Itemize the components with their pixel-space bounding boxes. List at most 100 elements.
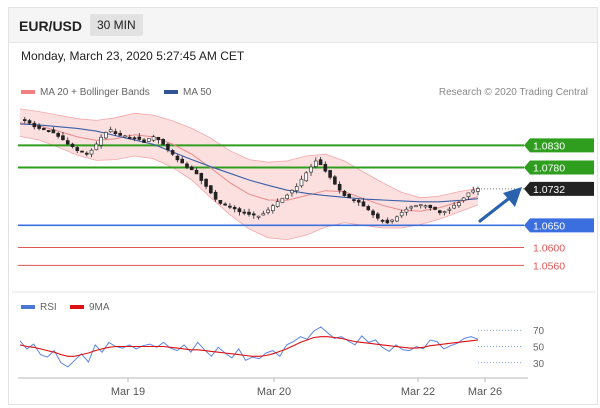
candle-body [390, 219, 394, 222]
candle-body [132, 137, 137, 140]
candle-body [256, 215, 261, 218]
candle-body [404, 208, 409, 213]
candle-body [65, 140, 70, 145]
legend-ma20: MA 20 + Bollinger Bands [40, 87, 150, 98]
candle-body [280, 197, 285, 203]
price-label-box [524, 160, 594, 175]
candle-body [333, 176, 337, 185]
candle-body [89, 149, 94, 155]
candle-body [232, 206, 237, 210]
candle-body [285, 194, 289, 199]
candle-body [194, 169, 199, 175]
candlesticks [22, 116, 480, 224]
candle-body [442, 211, 447, 214]
candle-body [476, 188, 480, 192]
timeframe-badge[interactable]: 30 MIN [90, 14, 143, 36]
rsi-tick-label: 30 [533, 359, 545, 370]
bollinger-upper [19, 108, 479, 199]
candle-body [342, 190, 347, 196]
price-label-box [524, 181, 594, 196]
candle-body [385, 219, 390, 224]
legend-swatch-ma50 [164, 90, 178, 94]
candle-body [337, 183, 342, 191]
price-label-text: 1.0732 [533, 184, 565, 196]
candle-body [423, 205, 428, 208]
bollinger-fill [20, 108, 478, 240]
price-legend: MA 20 + Bollinger Bands MA 50 Research ©… [21, 87, 588, 98]
candle-body [228, 205, 232, 208]
candle-body [123, 135, 127, 138]
candle-body [452, 204, 456, 209]
legend-ma50: MA 50 [183, 87, 212, 98]
candle-body [261, 213, 266, 216]
candle-body [237, 208, 242, 213]
candle-body [56, 132, 60, 137]
candle-body [80, 150, 84, 153]
rsi-9ma-line [19, 336, 479, 357]
candle-body [371, 210, 375, 216]
legend-swatch-9ma [70, 305, 84, 309]
candle-body [137, 136, 142, 140]
rsi-tick-label: 50 [533, 343, 545, 354]
candle-body [189, 166, 194, 171]
price-label-text: 1.0830 [533, 140, 565, 152]
candle-body [304, 172, 309, 182]
candle-body [142, 139, 146, 143]
rsi-panel: 70 50 30 [19, 326, 545, 370]
candle-body [61, 135, 65, 141]
candle-body [428, 204, 433, 209]
candle-body [466, 192, 471, 198]
candle-body [242, 211, 247, 214]
legend-swatch-ma20 [21, 90, 35, 94]
price-label-text: 1.0560 [533, 260, 565, 272]
candle-body [218, 200, 223, 204]
source-credit: Research © 2020 Trading Central [439, 87, 588, 98]
candle-body [223, 203, 227, 206]
candle-body [51, 129, 56, 134]
candle-body [447, 208, 452, 211]
candle-body [438, 210, 442, 214]
trend-arrow [478, 187, 522, 223]
timestamp: Monday, March 23, 2020 5:27:45 AM CET [21, 49, 245, 63]
candle-body [471, 189, 476, 193]
candle-body [294, 186, 299, 191]
candle-body [399, 212, 404, 217]
candle-body [323, 163, 328, 172]
candle-body [433, 206, 437, 210]
candle-body [414, 205, 418, 208]
price-label-box [524, 138, 594, 153]
legend-swatch-rsi [21, 305, 35, 309]
candle-body [395, 216, 399, 222]
price-label-text: 1.0600 [533, 243, 565, 255]
candle-body [275, 201, 280, 207]
candle-body [22, 119, 27, 122]
rsi-tick-label: 70 [533, 326, 545, 337]
candle-body [376, 213, 380, 219]
candle-body [266, 209, 270, 213]
candle-body [457, 202, 461, 207]
candle-body [209, 185, 213, 194]
arrow-head [503, 187, 522, 207]
bollinger-lower [19, 136, 479, 241]
widget-header: EUR/USD 30 MIN [9, 8, 597, 43]
x-tick-label: Mar 26 [468, 386, 502, 398]
candle-body [75, 147, 80, 151]
candle-body [204, 178, 208, 187]
candle-body [352, 199, 356, 202]
bollinger-bands [19, 108, 479, 241]
price-label-box [524, 218, 594, 233]
arrow-shaft [478, 194, 514, 223]
candle-body [309, 166, 313, 173]
candle-body [104, 132, 108, 139]
candle-body [461, 197, 466, 201]
x-tick-label: Mar 19 [111, 386, 145, 398]
price-label-text: 1.0780 [533, 163, 565, 175]
candle-body [27, 120, 32, 124]
candle-body [161, 138, 165, 145]
x-tick-label: Mar 20 [257, 386, 291, 398]
candle-body [290, 190, 294, 194]
candle-body [108, 129, 113, 133]
rsi-line [19, 326, 479, 368]
candle-body [70, 143, 75, 148]
